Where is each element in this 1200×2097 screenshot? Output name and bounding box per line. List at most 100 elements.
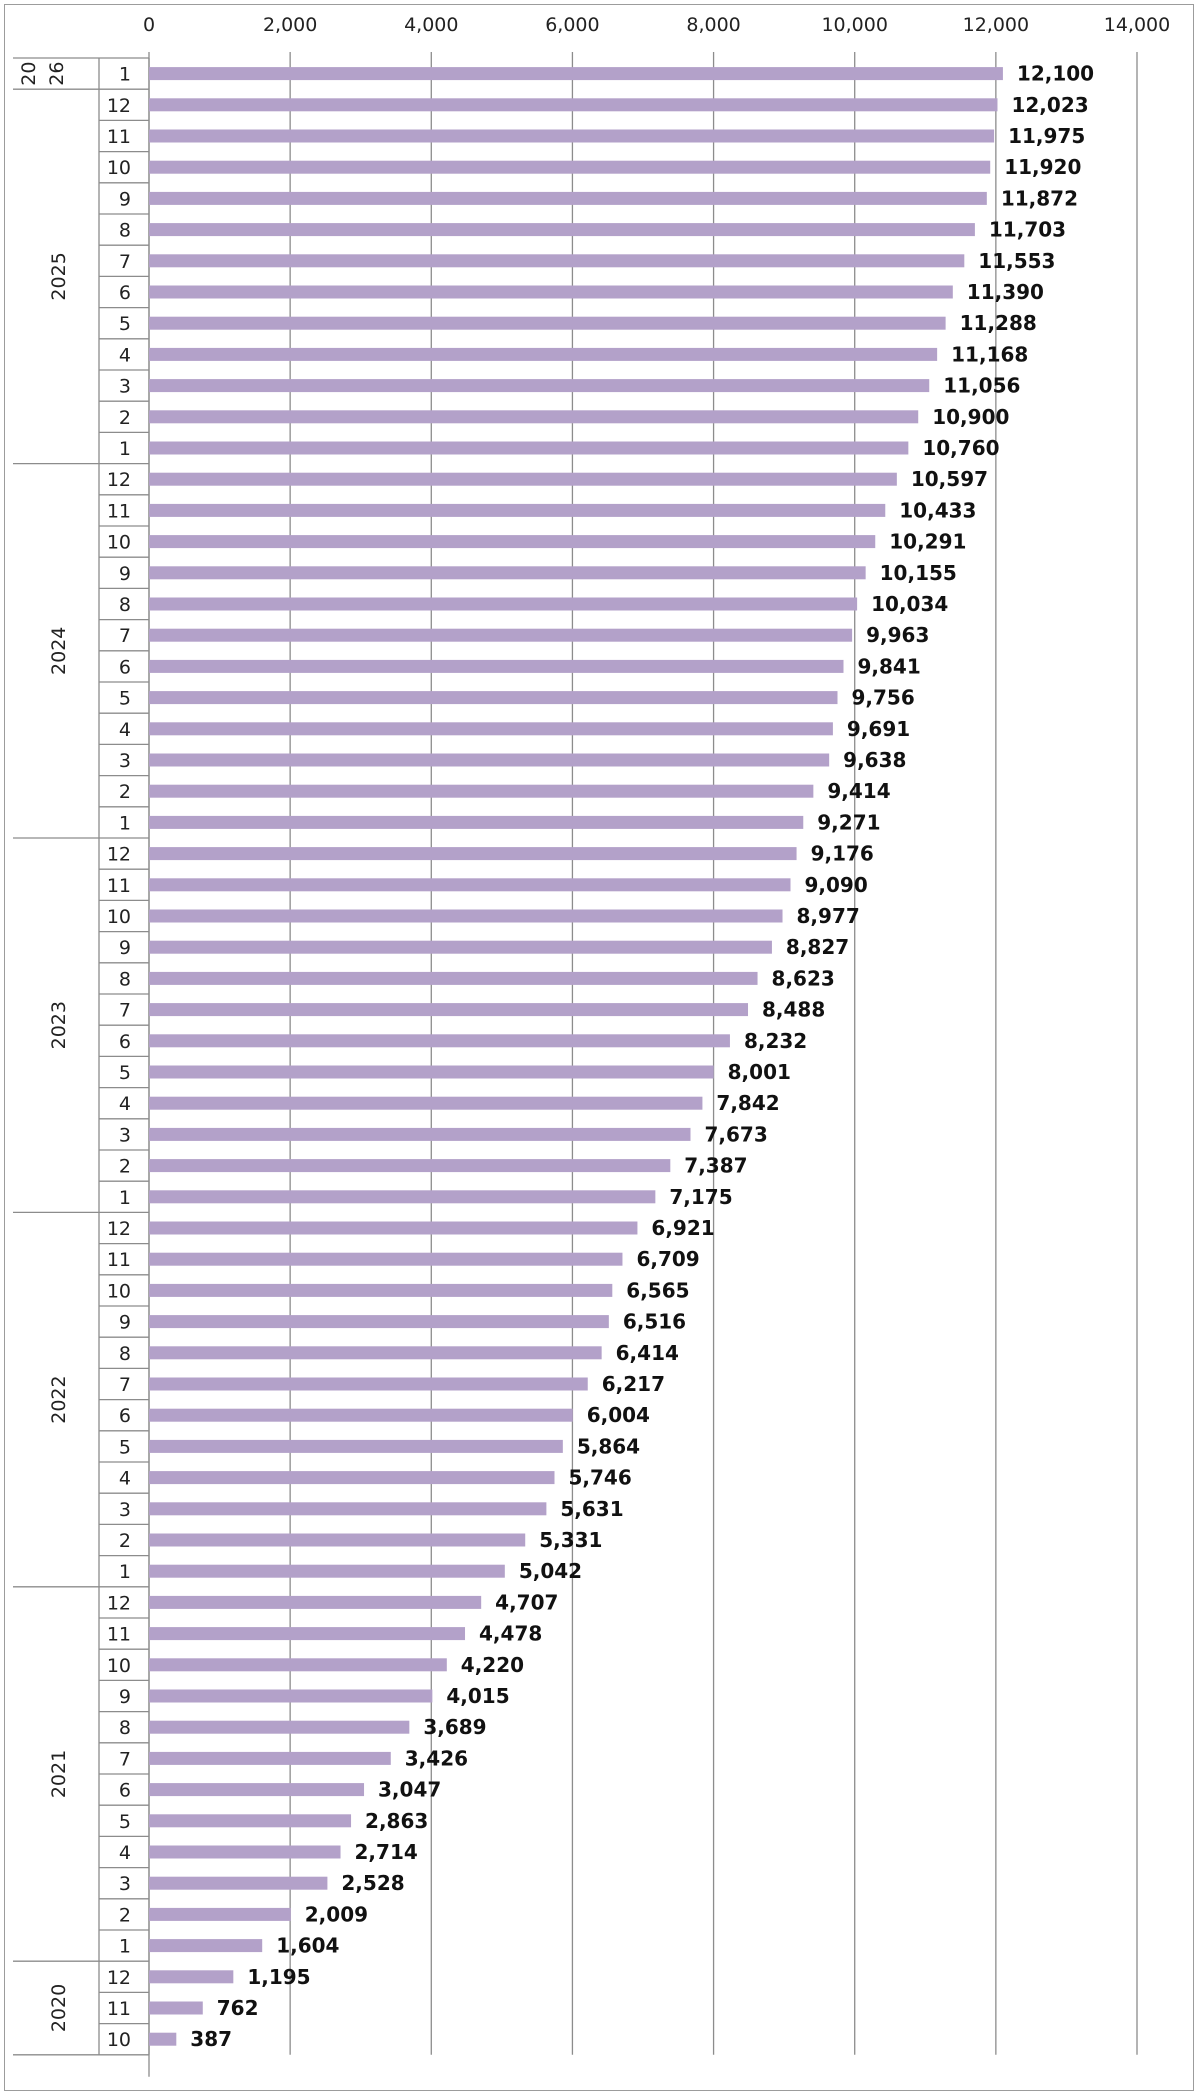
bar [149, 285, 953, 299]
month-label: 9 [119, 1686, 131, 1708]
data-label: 10,034 [871, 592, 948, 616]
data-label: 2,009 [305, 1902, 368, 1926]
bar [149, 753, 830, 767]
data-label: 11,168 [951, 342, 1028, 366]
data-label: 6,921 [651, 1216, 714, 1240]
x-tick-label: 14,000 [1104, 14, 1170, 36]
month-label: 7 [119, 1374, 131, 1396]
data-label: 6,217 [602, 1372, 665, 1396]
month-label: 2 [119, 1530, 131, 1552]
bar [149, 1564, 505, 1578]
data-label: 3,426 [405, 1746, 468, 1770]
bar [149, 940, 772, 954]
month-label: 7 [119, 251, 131, 273]
data-label: 1,604 [276, 1934, 339, 1958]
bar [149, 1502, 547, 1516]
month-label: 1 [119, 1187, 131, 1209]
data-label: 6,414 [616, 1341, 679, 1365]
bar [149, 878, 791, 892]
bar [149, 971, 758, 985]
month-label: 10 [107, 532, 131, 554]
bar [149, 597, 858, 611]
data-label: 10,433 [899, 498, 976, 522]
month-label: 11 [107, 126, 131, 148]
data-label: 11,975 [1008, 124, 1085, 148]
month-label: 12 [107, 1967, 131, 1989]
data-label: 9,638 [843, 748, 906, 772]
data-label: 5,864 [577, 1434, 640, 1458]
data-label: 11,056 [943, 374, 1020, 398]
data-label: 12,100 [1017, 62, 1094, 86]
data-label: 7,673 [704, 1122, 767, 1146]
month-label: 3 [119, 750, 131, 772]
bar [149, 784, 814, 798]
data-label: 11,920 [1004, 155, 1081, 179]
data-label: 4,015 [446, 1684, 509, 1708]
bar [149, 1689, 433, 1703]
month-label: 9 [119, 563, 131, 585]
data-label: 8,488 [762, 998, 825, 1022]
month-label: 2 [119, 1156, 131, 1178]
bar [149, 441, 909, 455]
bar [149, 1252, 623, 1266]
bar [149, 1065, 714, 1079]
month-label: 7 [119, 1748, 131, 1770]
bar-chart: 0 2,000 4,000 6,000 8,000 10,000 12,000 14,000 … [13, 14, 1170, 2077]
bar [149, 1627, 466, 1641]
data-label: 10,155 [880, 561, 957, 585]
x-tick-label: 10,000 [821, 14, 887, 36]
bar [149, 566, 866, 580]
x-tick-label: 8,000 [686, 14, 740, 36]
bar [149, 1439, 563, 1453]
month-label: 2 [119, 407, 131, 429]
bars [149, 67, 1003, 2046]
chart-frame: 0 2,000 4,000 6,000 8,000 10,000 12,000 14,000 … [4, 4, 1194, 2091]
month-label: 3 [119, 1499, 131, 1521]
bar [149, 1845, 341, 1859]
data-label: 6,565 [626, 1278, 689, 1302]
data-label: 5,331 [539, 1528, 602, 1552]
data-label: 8,232 [744, 1029, 807, 1053]
data-label: 9,841 [857, 654, 920, 678]
bar [149, 1783, 365, 1797]
bar [149, 1034, 730, 1048]
month-label: 9 [119, 1312, 131, 1334]
bar [149, 1720, 410, 1734]
bar [149, 628, 853, 642]
bar [149, 847, 797, 861]
month-label: 7 [119, 625, 131, 647]
data-label: 11,703 [989, 218, 1066, 242]
year-label: 2023 [48, 1001, 70, 1049]
month-label: 11 [107, 500, 131, 522]
data-label: 11,288 [960, 311, 1037, 335]
data-label: 11,872 [1001, 186, 1078, 210]
year-label: 2025 [48, 252, 70, 300]
bar [149, 659, 844, 673]
bar [149, 1159, 671, 1173]
bar [149, 316, 946, 330]
bar [149, 1315, 609, 1329]
month-label: 11 [107, 1249, 131, 1271]
month-label: 12 [107, 1218, 131, 1240]
data-label: 8,977 [797, 904, 860, 928]
x-tick-label: 0 [143, 14, 155, 36]
month-label: 6 [119, 282, 131, 304]
month-label: 8 [119, 220, 131, 242]
month-label: 4 [119, 1093, 131, 1115]
bar [149, 1970, 234, 1984]
bar [149, 191, 987, 205]
bar [149, 1283, 613, 1297]
data-label: 9,963 [866, 623, 929, 647]
month-label: 12 [107, 95, 131, 117]
month-label: 10 [107, 1280, 131, 1302]
data-label: 8,827 [786, 935, 849, 959]
data-label: 2,863 [365, 1809, 428, 1833]
data-label: 3,689 [423, 1715, 486, 1739]
month-label: 10 [107, 2029, 131, 2051]
bar [149, 410, 919, 424]
month-label: 5 [119, 1811, 131, 1833]
data-label: 4,478 [479, 1622, 542, 1646]
bar [149, 1533, 526, 1547]
year-label: 2020 [48, 1984, 70, 2032]
x-tick-label: 12,000 [963, 14, 1029, 36]
